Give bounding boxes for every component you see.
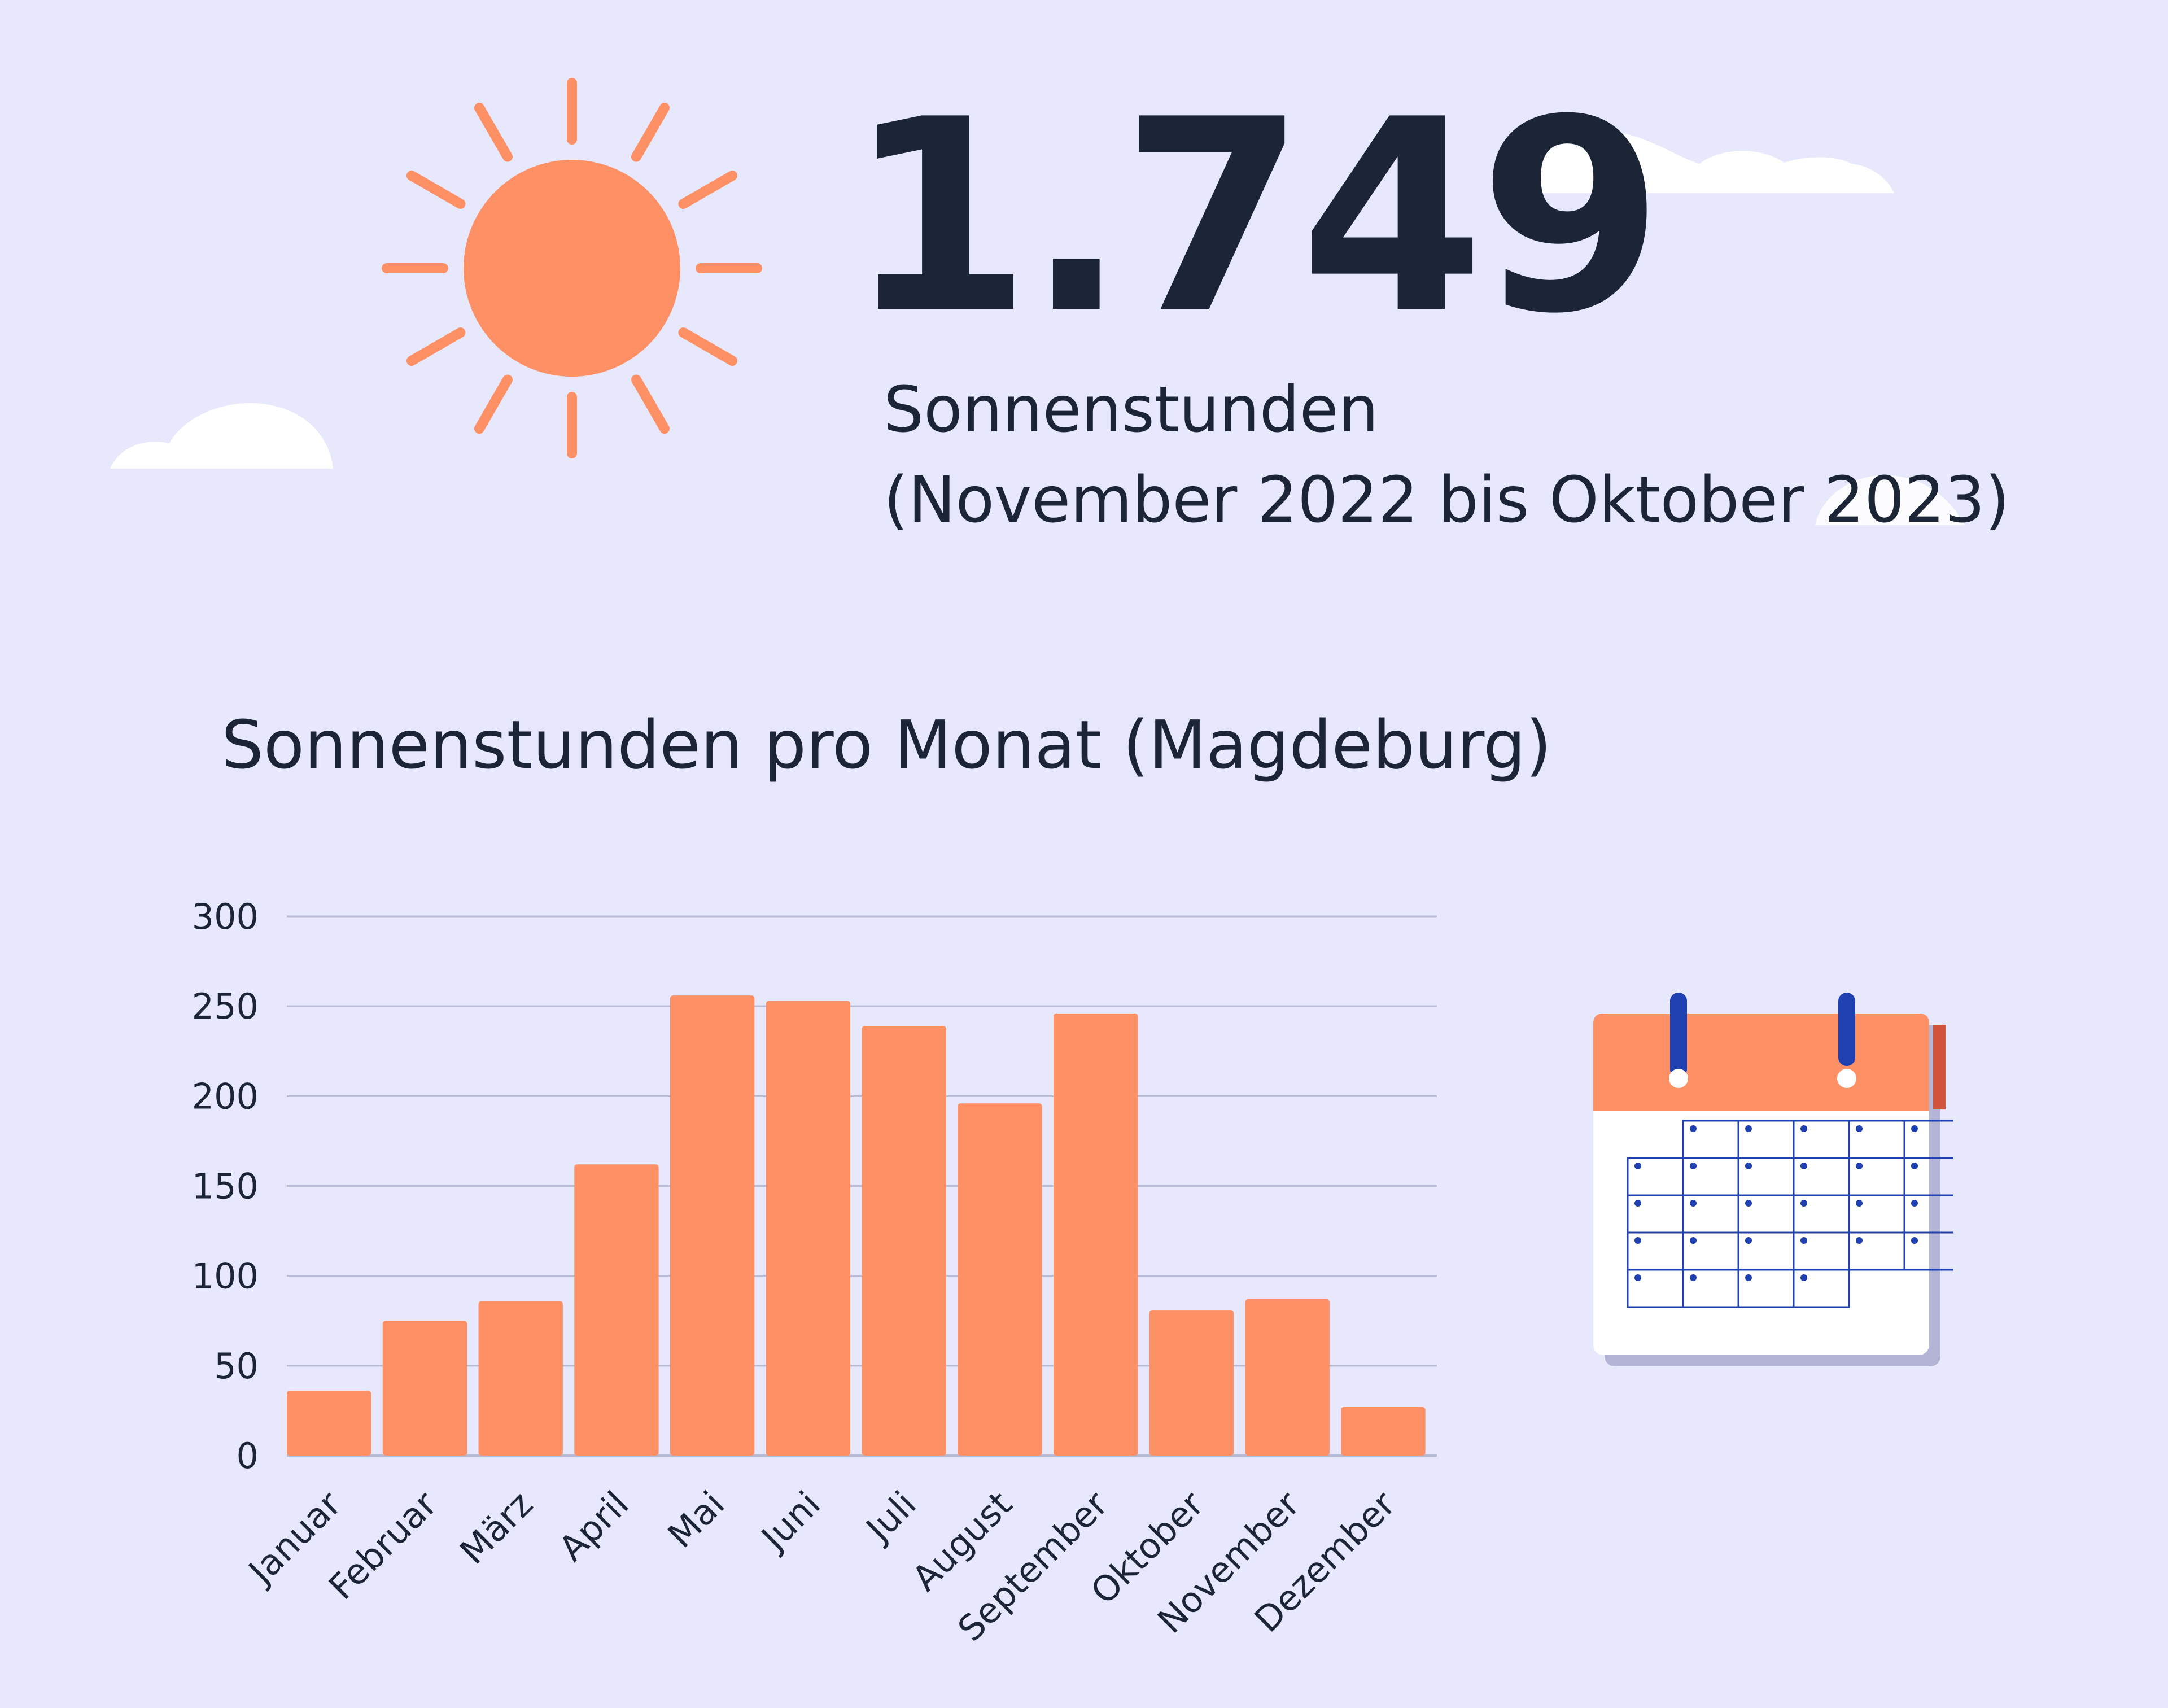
calendar-dot xyxy=(1745,1200,1752,1207)
sun-ray xyxy=(474,102,513,162)
bar-oktober xyxy=(1149,1310,1234,1456)
bar-juni xyxy=(766,1001,851,1456)
bar-märz xyxy=(478,1301,563,1456)
calendar-dot xyxy=(1634,1237,1641,1244)
bar-januar xyxy=(287,1391,371,1456)
calendar-dot xyxy=(1911,1237,1918,1244)
cloud-icon xyxy=(110,403,333,469)
calendar-dot xyxy=(1634,1163,1641,1169)
y-tick-label: 100 xyxy=(192,1256,259,1297)
sunshine-hours-label: Sonnenstunden xyxy=(884,373,1379,447)
bar-februar xyxy=(382,1321,467,1456)
cloud-icon xyxy=(1514,130,1894,193)
x-tick-label: Juli xyxy=(856,1483,924,1551)
y-tick-label: 250 xyxy=(192,986,259,1027)
calendar-dot xyxy=(1800,1163,1807,1169)
calendar-dot xyxy=(1800,1125,1807,1132)
bar-mai xyxy=(670,995,755,1456)
period-label: (November 2022 bis Oktober 2023) xyxy=(884,464,2010,537)
y-tick-label: 300 xyxy=(192,896,259,937)
calendar-cell xyxy=(1793,1269,1850,1308)
bar-november xyxy=(1245,1299,1330,1456)
calendar-dot xyxy=(1856,1125,1863,1132)
calendar-dot xyxy=(1634,1200,1641,1207)
y-tick-label: 150 xyxy=(192,1166,259,1207)
sun-ray xyxy=(678,327,738,366)
calendar-dot xyxy=(1745,1125,1752,1132)
sunshine-hours-total: 1.749 xyxy=(847,63,1664,372)
sun-ray xyxy=(631,374,670,434)
calendar-dot xyxy=(1690,1163,1697,1169)
bar-april xyxy=(574,1164,659,1456)
calendar-dot xyxy=(1634,1274,1641,1281)
bar-dezember xyxy=(1341,1407,1426,1456)
calendar-dot xyxy=(1690,1274,1697,1281)
bar-august xyxy=(958,1103,1042,1456)
cloud-icon xyxy=(1815,475,1965,525)
calendar-dot xyxy=(1856,1237,1863,1244)
calendar-dot xyxy=(1690,1237,1697,1244)
calendar-dot xyxy=(1800,1200,1807,1207)
calendar-dot xyxy=(1745,1163,1752,1169)
bar-juli xyxy=(862,1026,946,1456)
x-tick-label: Mai xyxy=(660,1483,732,1556)
sun-ray xyxy=(406,327,466,366)
calendar-dot xyxy=(1690,1200,1697,1207)
calendar-cell xyxy=(1903,1231,1953,1271)
calendar-dot xyxy=(1911,1200,1918,1207)
sun-ray xyxy=(631,102,670,162)
calendar-icon xyxy=(1593,993,1953,1366)
calendar-dot xyxy=(1690,1125,1697,1132)
calendar-dot xyxy=(1856,1200,1863,1207)
y-tick-label: 50 xyxy=(214,1346,259,1387)
bar-september xyxy=(1054,1013,1138,1456)
calendar-dot xyxy=(1911,1163,1918,1169)
calendar-dot xyxy=(1745,1237,1752,1244)
calendar-dot xyxy=(1745,1274,1752,1281)
sun-icon xyxy=(382,78,762,458)
calendar-dot xyxy=(1800,1237,1807,1244)
y-tick-label: 200 xyxy=(192,1076,259,1117)
x-tick-label: April xyxy=(551,1483,637,1569)
chart-title: Sonnenstunden pro Monat (Magdeburg) xyxy=(221,706,1552,784)
calendar-dot xyxy=(1800,1274,1807,1281)
calendar-dot xyxy=(1856,1163,1863,1169)
x-tick-label: Februar xyxy=(321,1483,445,1607)
sun-ray xyxy=(678,171,738,209)
sun-ray xyxy=(474,374,513,434)
x-tick-label: Juni xyxy=(752,1483,828,1560)
sun-ray xyxy=(406,171,466,209)
y-tick-label: 0 xyxy=(237,1435,259,1477)
calendar-dot xyxy=(1911,1125,1918,1132)
x-tick-label: März xyxy=(452,1483,540,1572)
